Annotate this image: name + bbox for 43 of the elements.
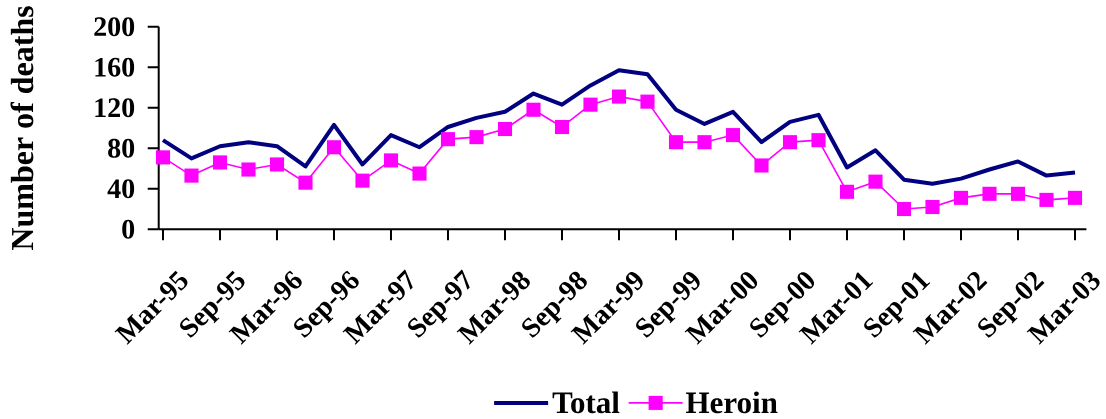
point (554, 119, 570, 135)
point (383, 153, 399, 168)
point (1010, 186, 1026, 201)
point (868, 174, 883, 189)
point (725, 128, 741, 143)
point (953, 190, 969, 205)
legend-label: Heroin (686, 391, 778, 414)
point (497, 121, 513, 137)
point (611, 89, 627, 104)
point (754, 158, 769, 173)
point (298, 175, 313, 190)
point (925, 199, 940, 215)
point (982, 186, 997, 201)
point (440, 132, 456, 147)
point (640, 94, 655, 109)
point (811, 133, 826, 148)
point (241, 162, 256, 177)
y-axis-title: Number of deaths (10, 6, 34, 251)
point (668, 135, 684, 150)
y-tick-label: 0 (122, 219, 135, 239)
point (469, 130, 484, 145)
point (697, 135, 712, 150)
point (1067, 190, 1083, 205)
point (184, 168, 199, 183)
y-tick-label: 40 (107, 179, 135, 199)
point (526, 102, 541, 117)
y-tick-label: 160 (95, 57, 135, 77)
point (212, 155, 228, 170)
point (583, 97, 598, 112)
point (896, 201, 912, 217)
point (412, 166, 427, 181)
point (782, 135, 798, 150)
line-series (160, 68, 1077, 186)
point (155, 150, 171, 165)
y-tick-label: 120 (95, 98, 135, 118)
legend-label: Total (552, 391, 620, 414)
point (355, 173, 370, 188)
point (839, 184, 855, 199)
y-tick-label: 200 (94, 17, 135, 37)
point (1039, 192, 1054, 207)
y-tick-label: 80 (108, 138, 135, 158)
point (269, 157, 285, 172)
point (326, 140, 342, 155)
